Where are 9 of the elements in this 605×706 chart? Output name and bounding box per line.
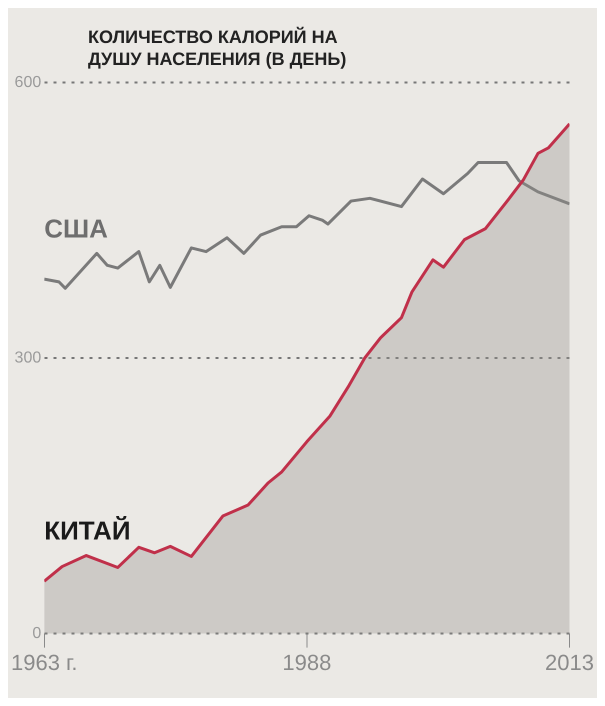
x-tick-label: 1988 (282, 650, 332, 675)
chart-title: КОЛИЧЕСТВО КАЛОРИЙ НА ДУШУ НАСЕЛЕНИЯ (В ДЕНЬ) (88, 26, 348, 70)
x-tick-label: 2013 (545, 650, 594, 675)
series-label: США (44, 213, 108, 244)
y-tick-label: 0 (32, 625, 42, 642)
y-tick-label: 300 (14, 350, 42, 367)
x-tick-label: 1963 г. (10, 650, 78, 675)
y-tick-label: 600 (14, 74, 42, 92)
series-label: КИТАЙ (44, 515, 131, 546)
